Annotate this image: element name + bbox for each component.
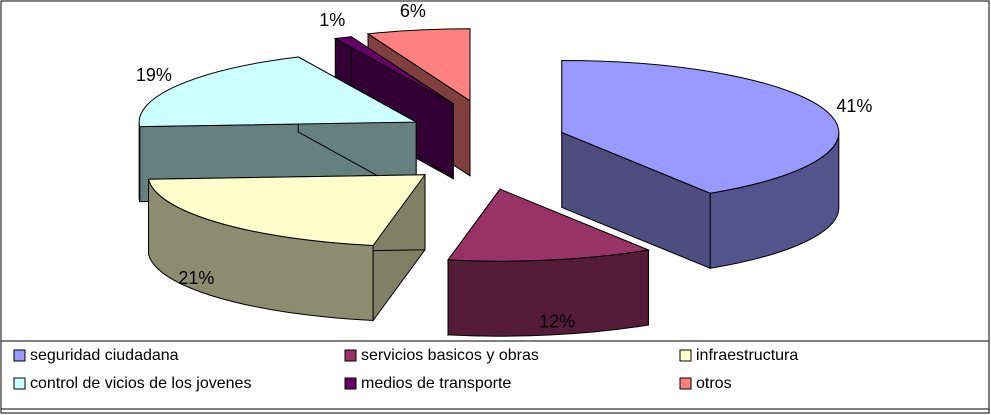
legend-swatch xyxy=(344,377,357,390)
legend-swatch xyxy=(679,349,692,362)
legend-label: seguridad ciudadana xyxy=(30,347,179,364)
legend-label: medios de transporte xyxy=(361,375,511,392)
pie-slice xyxy=(147,173,426,323)
data-label: 41% xyxy=(836,96,872,116)
pie-slice xyxy=(447,187,651,337)
legend-swatch xyxy=(344,349,357,362)
legend-box xyxy=(0,340,990,410)
slice-top xyxy=(561,59,840,194)
legend-swatch xyxy=(13,377,26,390)
legend-label: servicios basicos y obras xyxy=(361,347,539,364)
legend-label: infraestructura xyxy=(696,347,798,364)
data-label: 12% xyxy=(539,311,575,331)
legend-label: control de vicios de los jovenes xyxy=(30,375,251,392)
legend-label: otros xyxy=(696,375,732,392)
slice-top xyxy=(333,36,454,105)
data-label: 21% xyxy=(178,268,214,288)
slice-top xyxy=(366,28,471,102)
legend-swatch xyxy=(679,377,692,390)
pie-slice xyxy=(561,59,840,269)
data-label: 6% xyxy=(400,1,426,21)
data-label: 1% xyxy=(319,10,345,30)
slice-top xyxy=(138,56,419,128)
slice-wall xyxy=(138,122,141,202)
slice-top xyxy=(447,188,651,262)
data-label: 19% xyxy=(136,65,172,85)
slice-top xyxy=(147,174,426,246)
legend-swatch xyxy=(13,349,26,362)
